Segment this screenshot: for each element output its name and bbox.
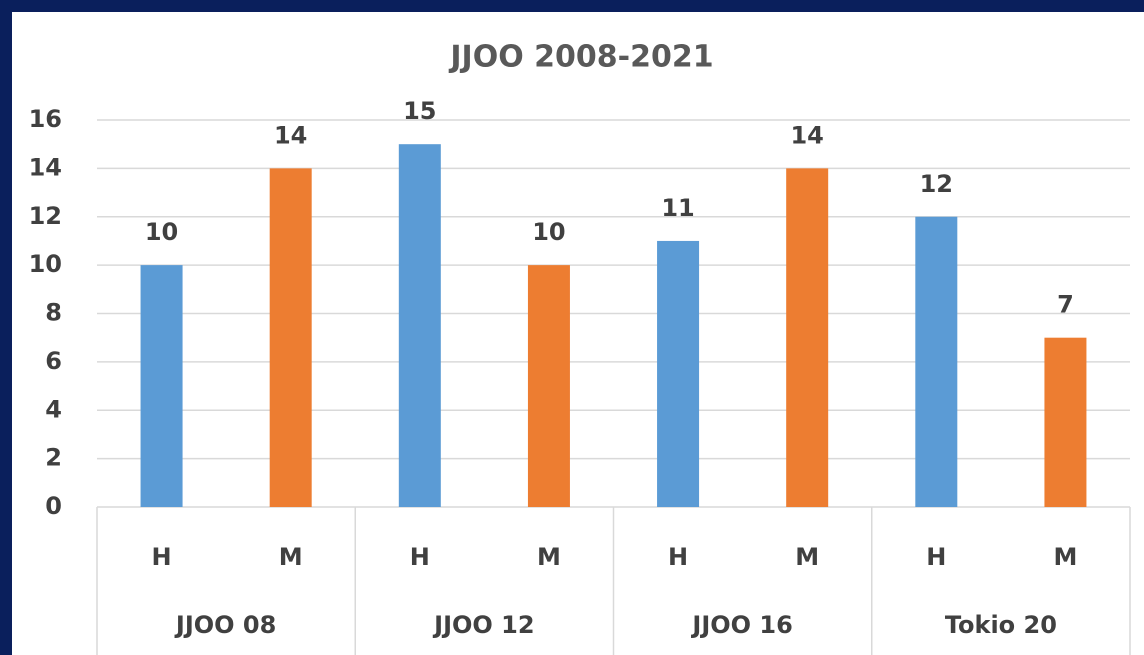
x-tick-label: H <box>668 543 688 571</box>
data-label: 7 <box>1057 291 1074 319</box>
group-label: Tokio 20 <box>945 611 1057 639</box>
y-tick-label: 10 <box>29 250 62 278</box>
y-tick-label: 4 <box>45 395 62 423</box>
data-label: 12 <box>920 170 953 198</box>
bar <box>786 168 829 507</box>
x-tick-label: M <box>537 543 561 571</box>
bar <box>398 144 441 507</box>
data-label: 14 <box>274 121 307 149</box>
data-label: 11 <box>661 194 694 222</box>
bar <box>269 168 312 507</box>
y-tick-label: 0 <box>45 492 62 520</box>
y-tick-label: 12 <box>29 202 62 230</box>
bar <box>657 240 700 507</box>
x-tick-label: M <box>1053 543 1077 571</box>
y-tick-label: 8 <box>45 299 62 327</box>
x-tick-label: M <box>795 543 819 571</box>
data-label: 10 <box>532 218 565 246</box>
bar <box>140 265 183 507</box>
data-label: 14 <box>790 121 823 149</box>
x-tick-label: H <box>926 543 946 571</box>
y-tick-label: 14 <box>29 153 62 181</box>
data-label: 15 <box>403 97 436 125</box>
y-tick-label: 6 <box>45 347 62 375</box>
bar <box>915 216 958 507</box>
x-tick-label: H <box>152 543 172 571</box>
y-tick-label: 16 <box>29 105 62 133</box>
group-label: JJOO 12 <box>432 611 534 639</box>
x-tick-label: H <box>410 543 430 571</box>
data-label: 10 <box>145 218 178 246</box>
y-tick-label: 2 <box>45 444 62 472</box>
chart-title: JJOO 2008-2021 <box>448 40 713 75</box>
bar <box>527 265 570 507</box>
x-tick-label: M <box>279 543 303 571</box>
group-label: JJOO 08 <box>174 611 276 639</box>
group-label: JJOO 16 <box>690 611 792 639</box>
bar <box>1044 337 1087 507</box>
